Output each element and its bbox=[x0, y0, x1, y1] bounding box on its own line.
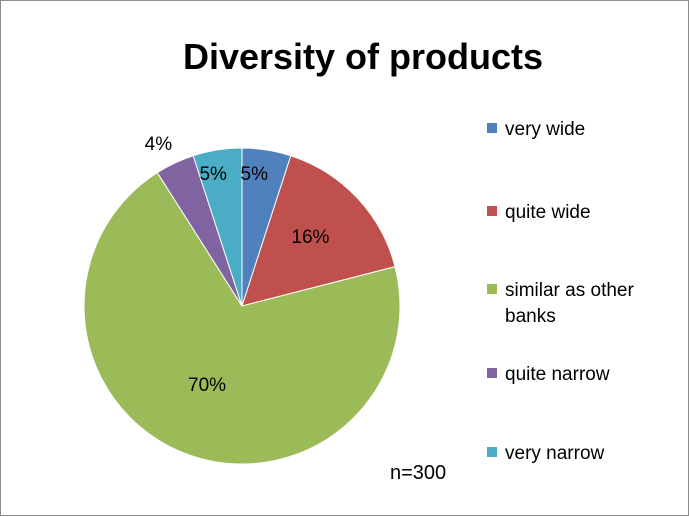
pie-slice-similar-as-other-banks bbox=[83, 171, 401, 465]
chart-title: Diversity of products bbox=[182, 36, 544, 77]
slice-label-similar-as-other-banks: 70% bbox=[188, 374, 227, 396]
legend-swatch bbox=[487, 123, 497, 133]
legend-label: very narrow bbox=[505, 443, 605, 464]
legend-item: quite narrow bbox=[487, 362, 687, 385]
legend-label: quite narrow bbox=[505, 364, 610, 385]
legend-label: quite wide bbox=[505, 202, 591, 223]
slice-label-quite-narrow: 4% bbox=[144, 133, 173, 155]
slice-label-very-wide: 5% bbox=[240, 164, 268, 186]
pie-slice-quite-wide bbox=[241, 155, 396, 307]
legend-label: very wide bbox=[505, 119, 586, 140]
sample-size-note: n=300 bbox=[390, 462, 447, 484]
legend-item: very wide bbox=[487, 117, 687, 140]
legend-swatch bbox=[487, 447, 497, 457]
legend-item: quite wide bbox=[487, 200, 687, 223]
legend-item: similar as other banks bbox=[487, 278, 687, 327]
slice-label-very-narrow: 5% bbox=[199, 164, 227, 186]
slice-label-quite-wide: 16% bbox=[291, 226, 330, 248]
legend-swatch bbox=[487, 206, 497, 216]
legend-item: very narrow bbox=[487, 441, 687, 464]
legend-label: similar as other banks bbox=[505, 280, 634, 327]
pie-slice-very-narrow bbox=[192, 147, 243, 307]
legend-swatch bbox=[487, 368, 497, 378]
legend-swatch bbox=[487, 284, 497, 294]
